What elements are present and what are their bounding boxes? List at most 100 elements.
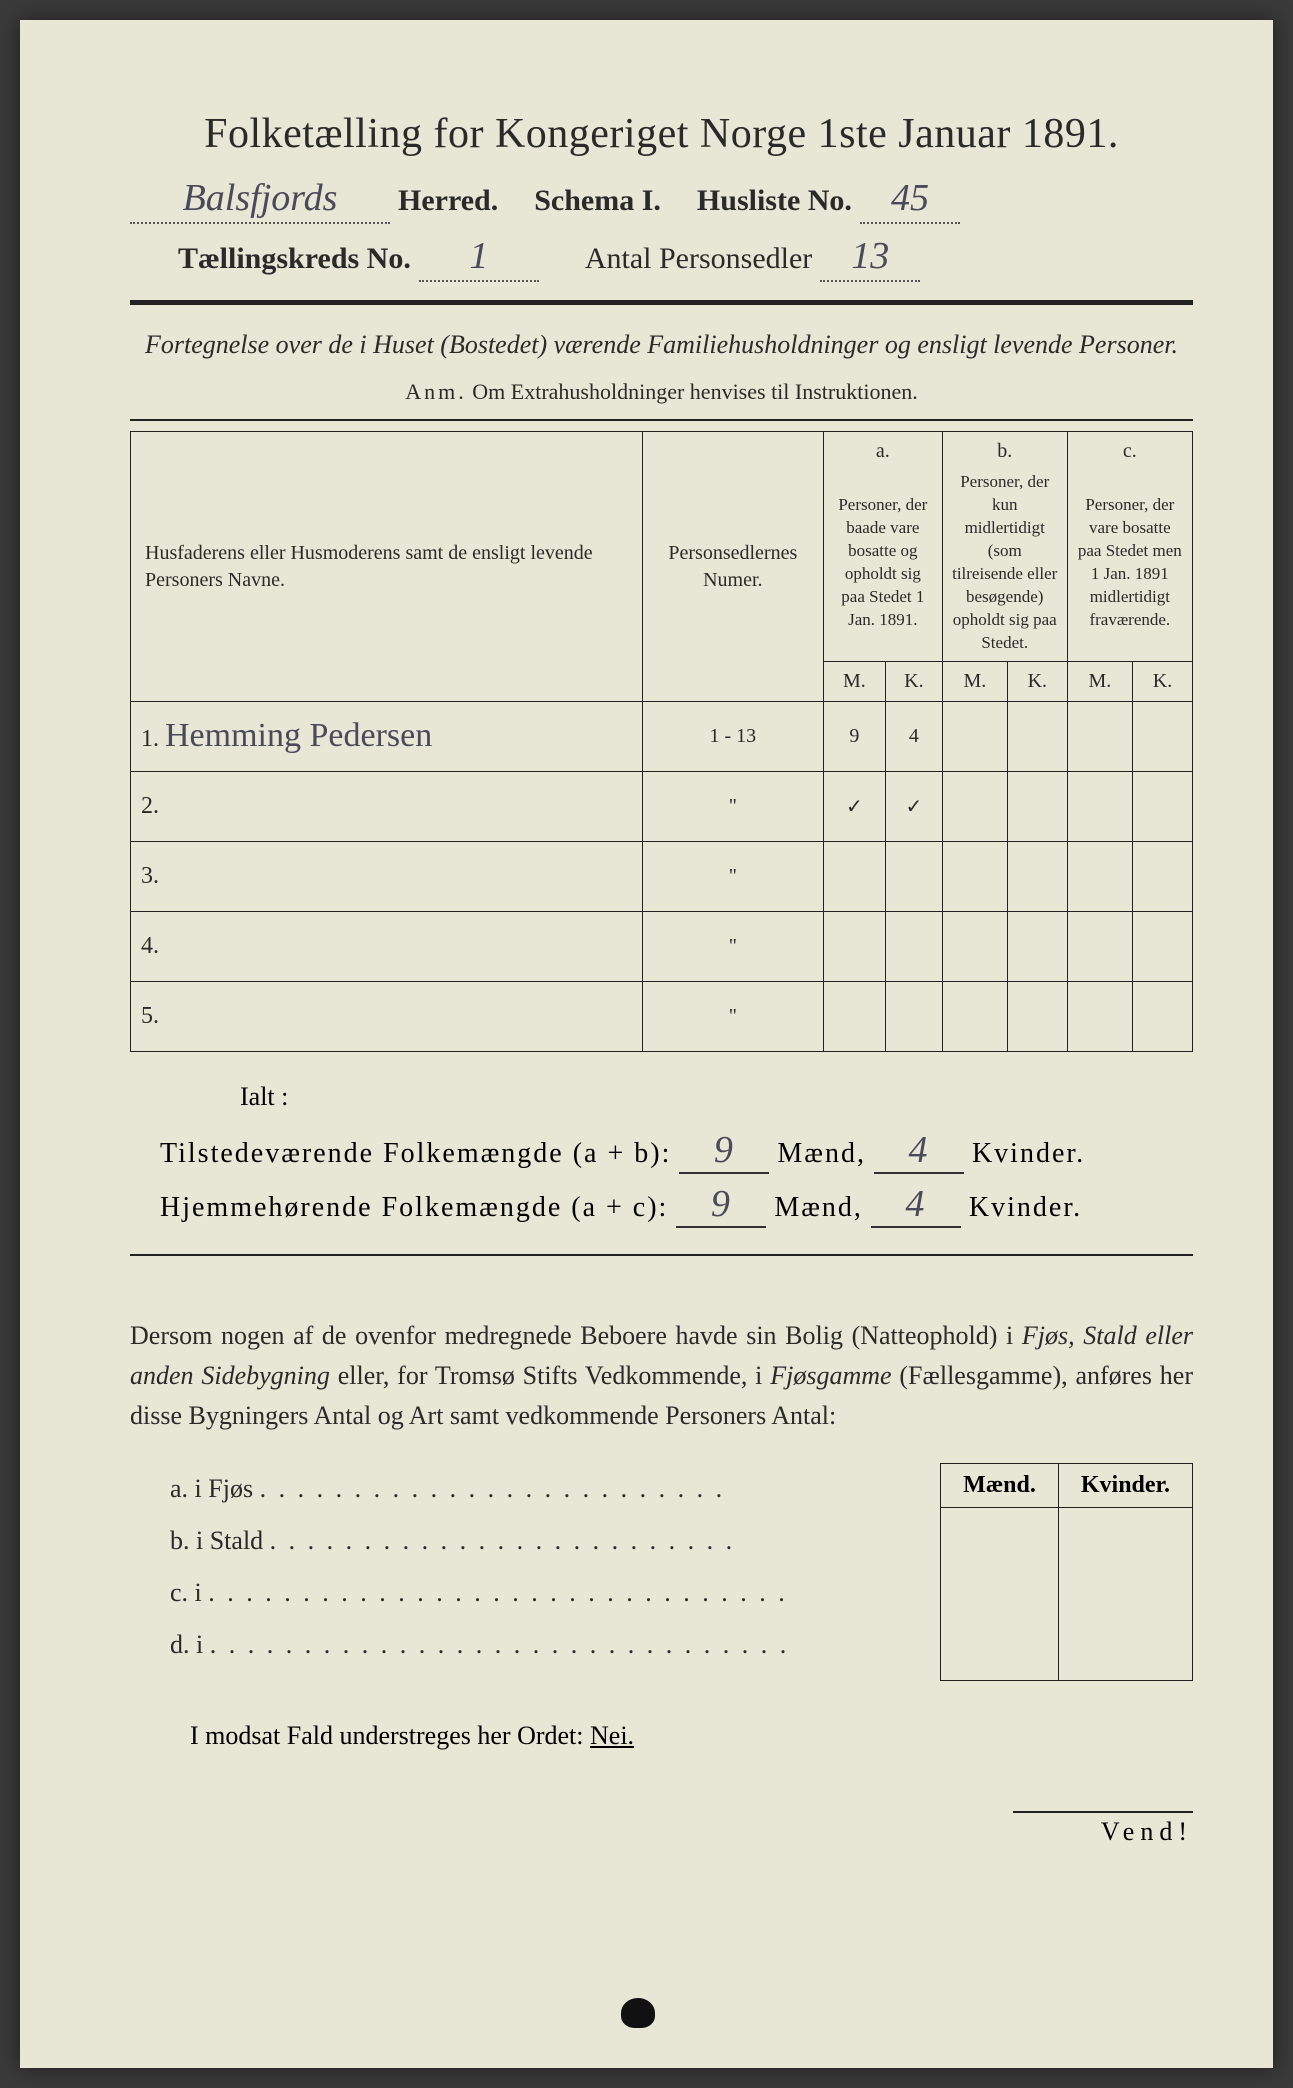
antal-value: 13 (820, 234, 920, 282)
anm-label: Anm. (405, 379, 467, 404)
schema-label: Schema I. (534, 184, 661, 218)
row-ak (885, 911, 942, 981)
row-am (823, 841, 885, 911)
row-bk (1007, 771, 1067, 841)
th-b-letter: b. (942, 432, 1067, 466)
abcd-d-text: d. i (170, 1630, 203, 1659)
totals-line-1: Tilstedeværende Folkemængde (a + b): 9 M… (160, 1128, 1193, 1174)
row-num: 2. (131, 771, 643, 841)
nei-word: Nei. (590, 1721, 634, 1750)
th-a: Personer, der baade vare bosatte og opho… (823, 465, 942, 661)
th-name: Husfaderens eller Husmoderens samt de en… (131, 432, 643, 702)
row-ck (1133, 771, 1193, 841)
row-cm (1067, 981, 1132, 1051)
row-ck (1133, 841, 1193, 911)
page-title: Folketælling for Kongeriget Norge 1ste J… (130, 110, 1193, 158)
th-a-m: M. (823, 661, 885, 701)
row-num: 4. (131, 911, 643, 981)
herred-value: Balsfjords (130, 176, 390, 224)
dots: . . . . . . . . . . . . . . . . . . . . … (270, 1526, 736, 1555)
row-bm (942, 701, 1007, 771)
anm-text: Om Extrahusholdninger henvises til Instr… (472, 379, 917, 404)
dots: . . . . . . . . . . . . . . . . . . . . … (208, 1578, 788, 1607)
totals-2-label: Hjemmehørende Folkemængde (a + c): (160, 1192, 668, 1224)
para-t2: eller, for Tromsø Stifts Vedkommende, i (330, 1361, 770, 1390)
antal-label: Antal Personsedler (585, 242, 812, 276)
row-ak (885, 841, 942, 911)
kvinder-label: Kvinder. (972, 1138, 1085, 1170)
row-cm (1067, 771, 1132, 841)
row-bm (942, 771, 1007, 841)
row-cm (1067, 841, 1132, 911)
anm-line: Anm. Om Extrahusholdninger henvises til … (130, 379, 1193, 405)
totals-2-m: 9 (676, 1182, 766, 1228)
abcd-b-text: b. i Stald (170, 1526, 263, 1555)
mk-cell (1058, 1594, 1192, 1637)
abcd-a: a. i Fjøs . . . . . . . . . . . . . . . … (170, 1463, 940, 1515)
nei-line: I modsat Fald understreges her Ordet: Ne… (190, 1721, 1193, 1751)
mk-table: Mænd. Kvinder. (940, 1463, 1193, 1681)
abcd-a-text: a. i Fjøs (170, 1474, 253, 1503)
th-c-k: K. (1133, 661, 1193, 701)
row-numer: " (642, 841, 823, 911)
kreds-label: Tællingskreds No. (178, 242, 411, 276)
th-c: Personer, der vare bosatte paa Stedet me… (1067, 465, 1192, 661)
row-am: 9 (823, 701, 885, 771)
row-am (823, 911, 885, 981)
husliste-value: 45 (860, 176, 960, 224)
vend-label: Vend! (1013, 1811, 1193, 1847)
row-ck (1133, 701, 1193, 771)
row-num: 5. (131, 981, 643, 1051)
row-numer: 1 - 13 (642, 701, 823, 771)
th-numer: Personsedlernes Numer. (642, 432, 823, 702)
maend-label: Mænd, (774, 1192, 863, 1224)
table-row: 1. Hemming Pedersen 1 - 13 9 4 (131, 701, 1193, 771)
row-am (823, 981, 885, 1051)
rule-2 (130, 419, 1193, 421)
mk-cell (941, 1551, 1059, 1594)
kreds-value: 1 (419, 234, 539, 282)
header-row-2: Tællingskreds No. 1 Antal Personsedler 1… (130, 234, 1193, 282)
row-bk (1007, 981, 1067, 1051)
th-b-m: M. (942, 661, 1007, 701)
row-ak (885, 981, 942, 1051)
mk-kvinder: Kvinder. (1058, 1463, 1192, 1507)
th-b-k: K. (1007, 661, 1067, 701)
herred-label: Herred. (398, 184, 498, 218)
row-name: Hemming Pedersen (165, 717, 432, 754)
row-ak: 4 (885, 701, 942, 771)
row-num: 3. (131, 841, 643, 911)
husliste-label: Husliste No. (697, 184, 852, 218)
row-am: ✓ (823, 771, 885, 841)
maend-label: Mænd, (777, 1138, 866, 1170)
th-a-letter: a. (823, 432, 942, 466)
mk-cell (1058, 1637, 1192, 1681)
para-t1: Dersom nogen af de ovenfor medregnede Be… (130, 1321, 1022, 1350)
census-form-page: Folketælling for Kongeriget Norge 1ste J… (20, 20, 1273, 2068)
mk-cell (941, 1507, 1059, 1551)
abcd-list: a. i Fjøs . . . . . . . . . . . . . . . … (130, 1463, 940, 1671)
mk-cell (1058, 1507, 1192, 1551)
th-c-letter: c. (1067, 432, 1192, 466)
row-bm (942, 911, 1007, 981)
mk-maend: Mænd. (941, 1463, 1059, 1507)
mk-cell (941, 1637, 1059, 1681)
abcd-c-text: c. i (170, 1578, 202, 1607)
ialt-label: Ialt : (240, 1082, 1193, 1112)
dots: . . . . . . . . . . . . . . . . . . . . … (260, 1474, 726, 1503)
row-numer: " (642, 911, 823, 981)
totals-line-2: Hjemmehørende Folkemængde (a + c): 9 Mæn… (160, 1182, 1193, 1228)
nei-pre: I modsat Fald understreges her Ordet: (190, 1721, 590, 1750)
paragraph: Dersom nogen af de ovenfor medregnede Be… (130, 1316, 1193, 1437)
kvinder-label: Kvinder. (969, 1192, 1082, 1224)
table-row: 3. " (131, 841, 1193, 911)
row-bk (1007, 911, 1067, 981)
mk-cell (1058, 1551, 1192, 1594)
building-section: a. i Fjøs . . . . . . . . . . . . . . . … (130, 1463, 1193, 1681)
table-row: 2. " ✓ ✓ (131, 771, 1193, 841)
para-it2: Fjøsgamme (770, 1361, 891, 1390)
table-row: 4. " (131, 911, 1193, 981)
th-b: Personer, der kun midlertidigt (som tilr… (942, 465, 1067, 661)
row-numer: " (642, 771, 823, 841)
row-bm (942, 981, 1007, 1051)
